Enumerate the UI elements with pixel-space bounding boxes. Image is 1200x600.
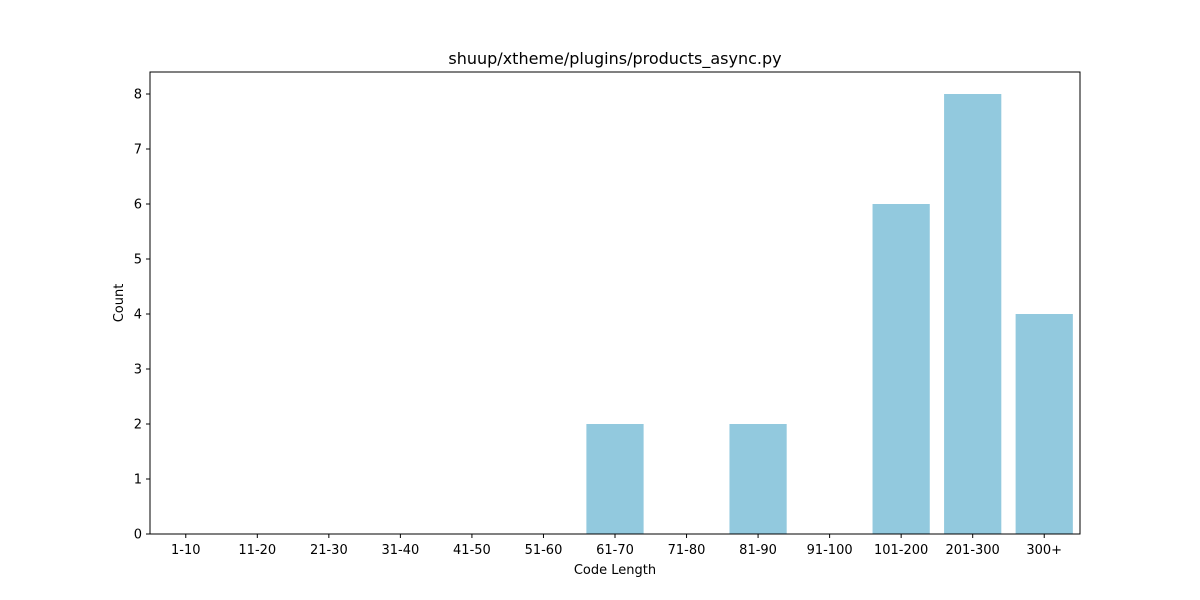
x-tick-label: 300+ (1026, 543, 1062, 558)
x-axis-label: Code Length (574, 563, 656, 578)
y-tick-label: 7 (134, 143, 142, 158)
x-tick-label: 21-30 (310, 543, 348, 558)
x-tick-label: 81-90 (739, 543, 777, 558)
x-tick-label: 41-50 (453, 543, 491, 558)
bar-201-300 (944, 94, 1002, 534)
y-tick-label: 0 (134, 528, 142, 543)
x-tick-label: 101-200 (874, 543, 928, 558)
bar-61-70 (586, 424, 644, 534)
y-tick-label: 4 (134, 308, 142, 323)
x-tick-label: 51-60 (525, 543, 563, 558)
x-tick-label: 201-300 (946, 543, 1000, 558)
y-tick-label: 1 (134, 473, 142, 488)
x-tick-label: 11-20 (238, 543, 276, 558)
y-axis-label: Count (112, 284, 127, 323)
x-tick-label: 1-10 (171, 543, 201, 558)
bar-81-90 (729, 424, 787, 534)
y-tick-label: 5 (134, 253, 142, 268)
y-tick-label: 3 (134, 363, 142, 378)
y-tick-label: 8 (134, 88, 142, 103)
x-tick-label: 61-70 (596, 543, 634, 558)
y-tick-label: 6 (134, 198, 142, 213)
y-tick-label: 2 (134, 418, 142, 433)
x-tick-label: 71-80 (668, 543, 706, 558)
bars-group (586, 94, 1073, 534)
bar-300+ (1015, 314, 1073, 534)
x-tick-label: 31-40 (381, 543, 419, 558)
chart-title: shuup/xtheme/plugins/products_async.py (448, 49, 781, 69)
y-axis: 0 1 2 3 4 5 6 7 8 (134, 88, 150, 543)
bar-101-200 (872, 204, 930, 534)
x-tick-label: 91-100 (807, 543, 853, 558)
x-axis: 1-10 11-20 21-30 31-40 41-50 51-60 61-70 71-80 8… (171, 534, 1062, 558)
